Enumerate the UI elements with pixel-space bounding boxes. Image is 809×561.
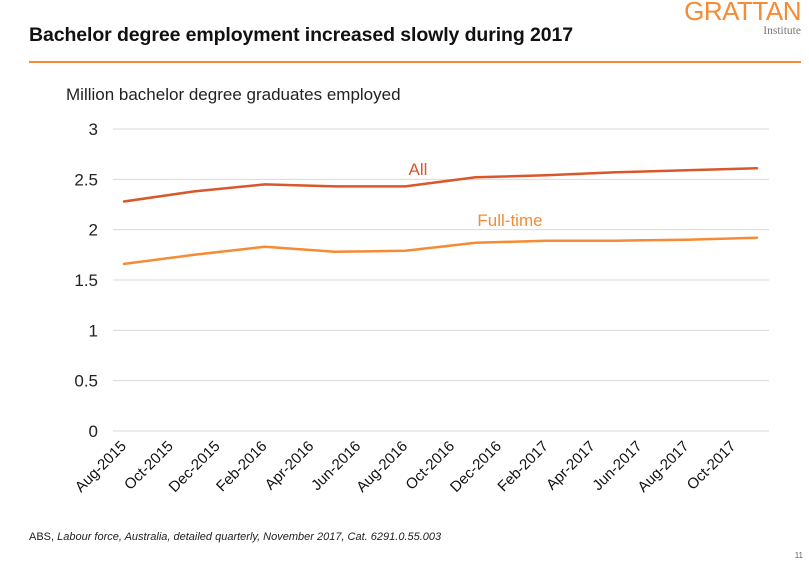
x-tick-label: Feb-2016 <box>213 438 270 495</box>
y-tick-label: 2 <box>89 221 98 240</box>
series-label-fulltime: Full-time <box>477 211 542 230</box>
y-tick-label: 0.5 <box>74 372 98 391</box>
x-axis-ticks: Aug-2015Oct-2015Dec-2015Feb-2016Apr-2016… <box>72 438 740 496</box>
x-tick-label: Dec-2015 <box>166 438 224 496</box>
y-tick-label: 3 <box>89 120 98 139</box>
source-prefix: ABS, <box>29 531 58 543</box>
y-axis-ticks: 0 0.5 1 1.5 2 2.5 3 <box>74 120 98 441</box>
x-tick-label: Dec-2016 <box>447 438 505 496</box>
gridlines <box>113 128 769 432</box>
source-citation: Labour force, Australia, detailed quarte… <box>57 531 442 543</box>
x-tick-label: Apr-2016 <box>262 438 318 494</box>
series-line-full-time <box>122 236 759 266</box>
y-tick-label: 1.5 <box>74 271 98 290</box>
x-tick-label: Aug-2015 <box>72 438 130 496</box>
logo-wordmark: GRATTAN <box>684 0 801 26</box>
y-axis-label: Million bachelor degree graduates employ… <box>66 85 401 104</box>
x-tick-label: Apr-2017 <box>543 438 599 494</box>
source-note: ABS, Labour force, Australia, detailed q… <box>29 531 441 543</box>
title-divider <box>29 61 801 63</box>
x-tick-label: Oct-2017 <box>684 438 740 494</box>
series-labels: All Full-time <box>409 160 543 230</box>
series-lines <box>122 167 759 266</box>
y-tick-label: 2.5 <box>74 170 98 189</box>
series-label-all: All <box>409 160 428 179</box>
x-tick-label: Aug-2016 <box>353 438 411 496</box>
grattan-logo: GRATTAN Institute <box>684 0 801 37</box>
y-tick-label: 1 <box>89 321 98 340</box>
y-tick-label: 0 <box>89 422 98 441</box>
logo-subtitle: Institute <box>763 25 801 37</box>
page-title: Bachelor degree employment increased slo… <box>29 24 573 46</box>
x-tick-label: Feb-2017 <box>494 438 551 495</box>
x-tick-label: Aug-2017 <box>634 438 692 496</box>
series-line-all <box>122 167 759 203</box>
page-number: 11 <box>794 551 803 560</box>
